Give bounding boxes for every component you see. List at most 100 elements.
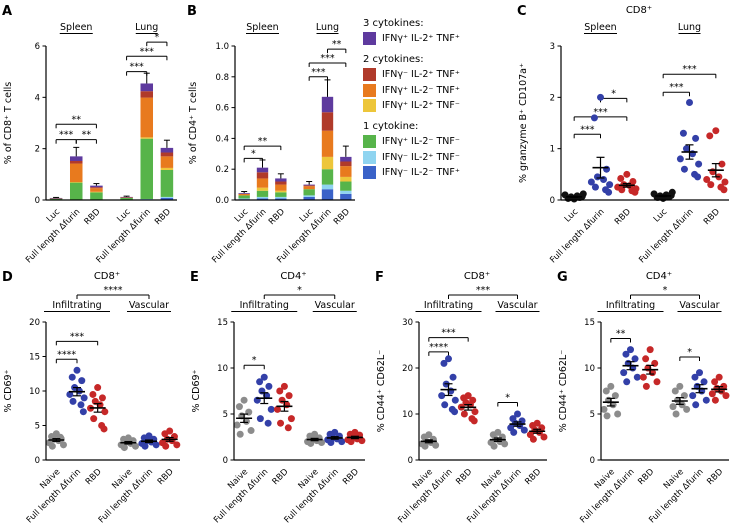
sig-label: **	[332, 39, 342, 50]
data-point	[520, 426, 528, 434]
y-tick-label: 10	[29, 387, 40, 397]
bar-segment	[238, 195, 250, 199]
data-point	[327, 439, 335, 447]
data-point	[712, 127, 720, 135]
data-point	[162, 442, 170, 450]
y-tick-label: 0	[550, 196, 555, 206]
bar-segment	[340, 181, 352, 191]
legend-section-title: 2 cytokines:	[363, 54, 424, 65]
data-point	[276, 387, 284, 395]
sig-label: **	[258, 136, 268, 147]
y-tick-label: 20	[29, 318, 40, 328]
y-tick-label: 0	[590, 456, 595, 466]
data-point	[501, 440, 509, 448]
bar-segment	[120, 196, 133, 198]
sig-label: ***	[140, 46, 155, 57]
data-point	[273, 405, 281, 413]
y-axis-label: % CD44⁺ CD62L⁻	[376, 350, 387, 432]
legend-section-title: 1 cytokine:	[363, 121, 419, 132]
sig-label: ***	[130, 62, 145, 73]
x-tick-label: RBD	[636, 467, 656, 487]
data-point	[101, 408, 109, 416]
bar-segment	[256, 178, 269, 188]
data-point	[593, 173, 601, 181]
sig-label: **	[72, 114, 82, 125]
y-tick-label: 2	[35, 145, 40, 155]
sig-label: *	[154, 32, 159, 43]
sig-label: *	[663, 285, 668, 296]
bar-segment	[275, 192, 287, 197]
legend-swatch-orange	[363, 83, 376, 97]
sig-label: ****	[104, 285, 123, 296]
data-point	[672, 410, 680, 418]
data-point	[683, 405, 691, 413]
data-point	[689, 392, 697, 400]
bar-segment	[340, 161, 352, 167]
bar-segment	[160, 169, 174, 197]
y-tick-label: 3	[550, 42, 555, 52]
panel-letter-E: E	[190, 270, 199, 285]
data-point	[617, 174, 625, 182]
group-label: Vascular	[497, 300, 537, 311]
legend-item: IFNγ⁺ IL-2⁻ TNF⁺	[363, 83, 515, 97]
data-point	[695, 160, 703, 168]
data-point	[633, 373, 641, 381]
data-point	[708, 390, 716, 398]
data-point	[620, 369, 628, 377]
data-point	[421, 442, 429, 450]
y-tick-label: 2	[550, 93, 555, 103]
legend-item: IFNγ⁺ IL-2⁻ TNF⁻	[363, 135, 515, 148]
data-point	[694, 173, 702, 181]
x-tick-label: RBD	[341, 467, 361, 487]
x-tick-label: RBD	[705, 467, 725, 487]
data-point	[540, 433, 548, 441]
y-tick-label: 6	[35, 42, 40, 52]
y-tick-label: 0.8	[215, 73, 229, 83]
bar-segment	[238, 193, 250, 194]
bar-segment	[256, 167, 269, 173]
data-point	[692, 134, 700, 142]
bar-segment	[303, 189, 315, 196]
panel-title-E: CD4⁺	[280, 271, 307, 282]
sig-label: ****	[57, 349, 76, 360]
data-point	[622, 350, 630, 358]
bar-segment	[160, 152, 174, 157]
bar-segment	[90, 191, 103, 193]
bar-segment	[69, 156, 83, 161]
data-point	[240, 396, 248, 404]
legend-label: IFNγ⁺ IL-2⁻ TNF⁻	[382, 136, 460, 147]
y-tick-label: 1.0	[215, 42, 229, 52]
bar-segment	[303, 195, 315, 197]
y-tick-label: 10	[402, 410, 413, 420]
bar-segment	[275, 190, 287, 193]
x-tick-label: RBD	[454, 467, 474, 487]
data-point	[287, 415, 295, 423]
bar-segment	[256, 196, 269, 199]
bar-segment	[321, 112, 334, 131]
y-tick-label: 30	[402, 318, 413, 328]
bar-segment	[275, 181, 287, 185]
data-point	[445, 355, 452, 363]
group-label: Vascular	[129, 300, 169, 311]
sig-label: ***	[669, 82, 684, 93]
panel-C: C CD8⁺ Spleen Lung *** *** * *** *** 0 1 2 3% gran…	[515, 4, 737, 270]
data-point	[715, 373, 723, 381]
bar-segment	[275, 184, 287, 191]
data-point	[358, 437, 366, 445]
bar-segment	[303, 196, 315, 200]
data-point	[700, 378, 708, 386]
data-point	[682, 145, 690, 153]
data-point	[73, 366, 81, 374]
data-point	[529, 435, 537, 443]
bar-segment	[49, 197, 63, 199]
top-row: A Spleen Lung *** ** ** *** *** * 0 2 4 6% of CD8⁺ …	[0, 4, 737, 270]
legend-label: IFNγ⁻ IL-2⁻ TNF⁺	[382, 167, 460, 178]
bar-segment	[340, 193, 352, 200]
data-point	[578, 192, 586, 200]
data-point	[653, 378, 661, 386]
y-tick-label: 0.6	[215, 104, 229, 114]
y-tick-label: 0	[223, 456, 228, 466]
data-point	[236, 430, 244, 438]
